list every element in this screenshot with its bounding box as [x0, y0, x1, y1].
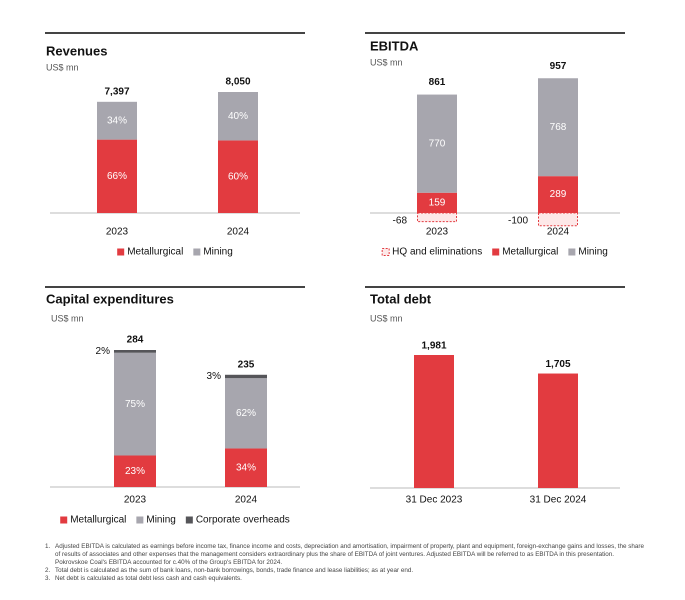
x-tick-label: 2024 — [547, 227, 570, 238]
bar — [414, 355, 454, 488]
footnote-number: 2. — [45, 567, 51, 574]
segment-label: -68 — [393, 216, 408, 227]
total-label: 284 — [127, 335, 144, 346]
legend-label: Corporate overheads — [196, 515, 290, 526]
legend-label: Metallurgical — [70, 515, 126, 526]
chart-subtitle: US$ mn — [370, 313, 403, 323]
chart-subtitle: US$ mn — [46, 62, 79, 72]
footnotes: 1. Adjusted EBITDA is calculated as earni… — [45, 543, 645, 583]
legend: Metallurgical Mining Corporate overheads — [60, 515, 290, 526]
total-label: 7,397 — [104, 86, 129, 97]
bar-segment — [225, 374, 267, 379]
charts: Revenues US$ mn 2023 66% 34% 7,397 2024 60% 40% 8… — [45, 32, 625, 526]
bar-segment — [538, 78, 578, 177]
x-tick-label: 2023 — [124, 495, 147, 506]
chart-title: Total debt — [370, 291, 432, 306]
chart-title: EBITDA — [370, 38, 419, 53]
segment-label: 2% — [96, 346, 111, 357]
total-label: 8,050 — [225, 77, 250, 88]
footnote: 3. Net debt is calculated as total debt l… — [45, 575, 645, 583]
chart-title: Revenues — [46, 43, 107, 58]
bar-segment — [538, 176, 578, 213]
x-tick-label: 2023 — [106, 227, 129, 238]
value-label: 1,705 — [545, 359, 570, 370]
bar-segment — [417, 212, 457, 223]
chart-title: Capital expenditures — [46, 291, 174, 306]
bar-segment — [114, 350, 156, 353]
legend-marker — [117, 248, 125, 256]
legend-label: Mining — [203, 247, 232, 258]
footnote-text: Adjusted EBITDA is calculated as earning… — [55, 543, 644, 566]
segment-label: 34% — [107, 115, 127, 126]
legend-label: Metallurgical — [127, 247, 183, 258]
x-tick-label: 2023 — [426, 227, 449, 238]
legend-marker — [568, 248, 576, 256]
segment-label: 159 — [429, 198, 446, 209]
chart-subtitle: US$ mn — [51, 313, 84, 323]
x-tick-label: 31 Dec 2023 — [406, 495, 463, 506]
footnote-number: 1. — [45, 543, 51, 550]
bar-segment — [218, 92, 258, 141]
segment-label: 66% — [107, 171, 127, 182]
footnote: 2. Total debt is calculated as the sum of… — [45, 567, 645, 575]
bar-segment — [225, 378, 267, 449]
legend-marker — [185, 516, 193, 524]
legend: HQ and eliminations Metallurgical Mining — [381, 247, 608, 258]
x-tick-label: 2024 — [235, 495, 258, 506]
bar-segment — [417, 94, 457, 193]
legend-label: Mining — [146, 515, 175, 526]
bar-segment — [218, 140, 258, 213]
legend-label: Mining — [578, 247, 607, 258]
x-tick-label: 2024 — [227, 227, 250, 238]
x-tick-label: 31 Dec 2024 — [530, 495, 587, 506]
footnote-text: Net debt is calculated as total debt les… — [55, 575, 242, 582]
footnote-number: 3. — [45, 575, 51, 582]
segment-label: 75% — [125, 399, 145, 410]
bar-segment — [114, 352, 156, 456]
chart-subtitle: US$ mn — [370, 57, 403, 67]
segment-label: 770 — [429, 138, 446, 149]
total-label: 957 — [550, 61, 567, 72]
segment-label: 34% — [236, 462, 256, 473]
legend-marker — [492, 248, 500, 256]
bar-segment — [538, 212, 578, 227]
legend-label: HQ and eliminations — [392, 247, 482, 258]
segment-label: 62% — [236, 408, 256, 419]
total-label: 861 — [429, 77, 446, 88]
segment-label: 60% — [228, 171, 248, 182]
legend-marker — [193, 248, 201, 256]
total-label: 235 — [238, 359, 255, 370]
segment-label: -100 — [508, 216, 528, 227]
footnote-text: Total debt is calculated as the sum of b… — [55, 567, 414, 574]
segment-label: 289 — [550, 189, 567, 200]
legend-marker — [60, 516, 68, 524]
bar-segment — [417, 192, 457, 213]
bar-segment — [97, 139, 137, 213]
legend-marker — [136, 516, 144, 524]
bar-segment — [225, 448, 267, 487]
segment-label: 3% — [207, 371, 222, 382]
value-label: 1,981 — [421, 341, 446, 352]
legend-marker — [381, 248, 390, 256]
footnote: 1. Adjusted EBITDA is calculated as earni… — [45, 543, 645, 567]
segment-label: 23% — [125, 466, 145, 477]
legend: Metallurgical Mining — [117, 247, 233, 258]
bar — [538, 373, 578, 488]
segment-label: 768 — [550, 122, 567, 133]
bar-segment — [97, 101, 137, 140]
legend-label: Metallurgical — [502, 247, 558, 258]
segment-label: 40% — [228, 111, 248, 122]
bar-segment — [114, 455, 156, 487]
